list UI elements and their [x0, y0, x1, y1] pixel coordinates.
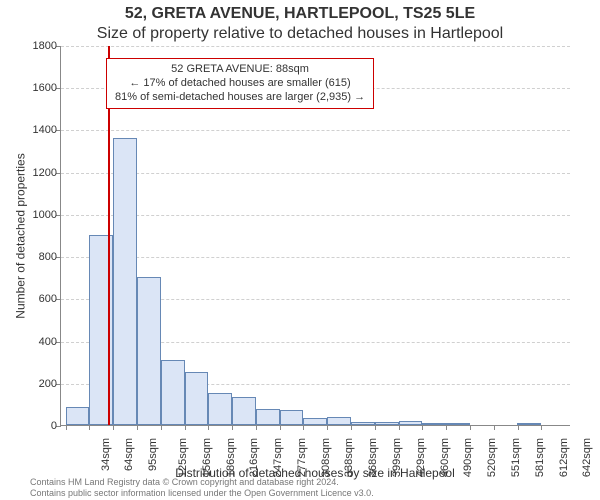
y-axis-label-text: Number of detached properties: [14, 153, 28, 318]
footer-line1: Contains HM Land Registry data © Crown c…: [30, 477, 590, 487]
histogram-bar: [137, 277, 161, 425]
x-tick-mark: [494, 425, 495, 430]
y-tick-label: 1400: [33, 124, 61, 136]
gridline: [61, 46, 570, 47]
x-tick-mark: [256, 425, 257, 430]
x-tick-mark: [232, 425, 233, 430]
y-tick-label: 1000: [33, 209, 61, 221]
histogram-bar: [232, 397, 256, 426]
x-tick-mark: [161, 425, 162, 430]
y-tick-label: 600: [39, 293, 61, 305]
histogram-bar: [113, 138, 137, 425]
y-tick-label: 1200: [33, 167, 61, 179]
annotation-box: 52 GRETA AVENUE: 88sqm← 17% of detached …: [106, 58, 374, 109]
histogram-bar: [517, 423, 541, 425]
gridline: [61, 257, 570, 258]
x-tick-mark: [208, 425, 209, 430]
chart-title-line2: Size of property relative to detached ho…: [0, 24, 600, 44]
footer-line2: Contains public sector information licen…: [30, 488, 590, 498]
annotation-line: ← 17% of detached houses are smaller (61…: [115, 77, 365, 91]
histogram-bar: [446, 423, 470, 425]
x-tick-mark: [399, 425, 400, 430]
histogram-bar: [280, 410, 304, 425]
histogram-bar: [327, 417, 351, 425]
x-tick-mark: [541, 425, 542, 430]
y-tick-label: 400: [39, 336, 61, 348]
annotation-line: 52 GRETA AVENUE: 88sqm: [115, 63, 365, 77]
x-tick-mark: [422, 425, 423, 430]
histogram-bar: [208, 393, 232, 425]
x-tick-mark: [327, 425, 328, 430]
plot-container: 02004006008001000120014001600180034sqm64…: [60, 46, 570, 426]
x-tick-mark: [89, 425, 90, 430]
histogram-bar: [66, 407, 90, 425]
histogram-bar: [185, 372, 209, 425]
x-tick-mark: [351, 425, 352, 430]
histogram-bar: [399, 421, 423, 425]
y-tick-label: 0: [51, 420, 61, 432]
x-tick-mark: [375, 425, 376, 430]
gridline: [61, 173, 570, 174]
x-tick-mark: [137, 425, 138, 430]
histogram-bar: [375, 422, 399, 425]
plot-area: 02004006008001000120014001600180034sqm64…: [60, 46, 570, 426]
histogram-bar: [161, 360, 185, 425]
x-tick-mark: [113, 425, 114, 430]
histogram-bar: [256, 409, 280, 425]
chart-title-line1: 52, GRETA AVENUE, HARTLEPOOL, TS25 5LE: [0, 0, 600, 24]
footer-attribution: Contains HM Land Registry data © Crown c…: [30, 477, 590, 498]
y-tick-label: 200: [39, 378, 61, 390]
x-tick-label: 642sqm: [575, 438, 593, 477]
x-tick-mark: [446, 425, 447, 430]
histogram-bar: [351, 422, 375, 425]
x-tick-mark: [185, 425, 186, 430]
histogram-bar: [422, 423, 446, 425]
x-tick-mark: [280, 425, 281, 430]
annotation-line: 81% of semi-detached houses are larger (…: [115, 91, 365, 105]
x-tick-mark: [470, 425, 471, 430]
y-axis-label: Number of detached properties: [12, 46, 30, 426]
y-tick-label: 800: [39, 251, 61, 263]
gridline: [61, 215, 570, 216]
gridline: [61, 130, 570, 131]
x-tick-mark: [66, 425, 67, 430]
y-tick-label: 1800: [33, 40, 61, 52]
y-tick-label: 1600: [33, 82, 61, 94]
x-tick-mark: [518, 425, 519, 430]
histogram-bar: [303, 418, 327, 425]
x-tick-mark: [303, 425, 304, 430]
